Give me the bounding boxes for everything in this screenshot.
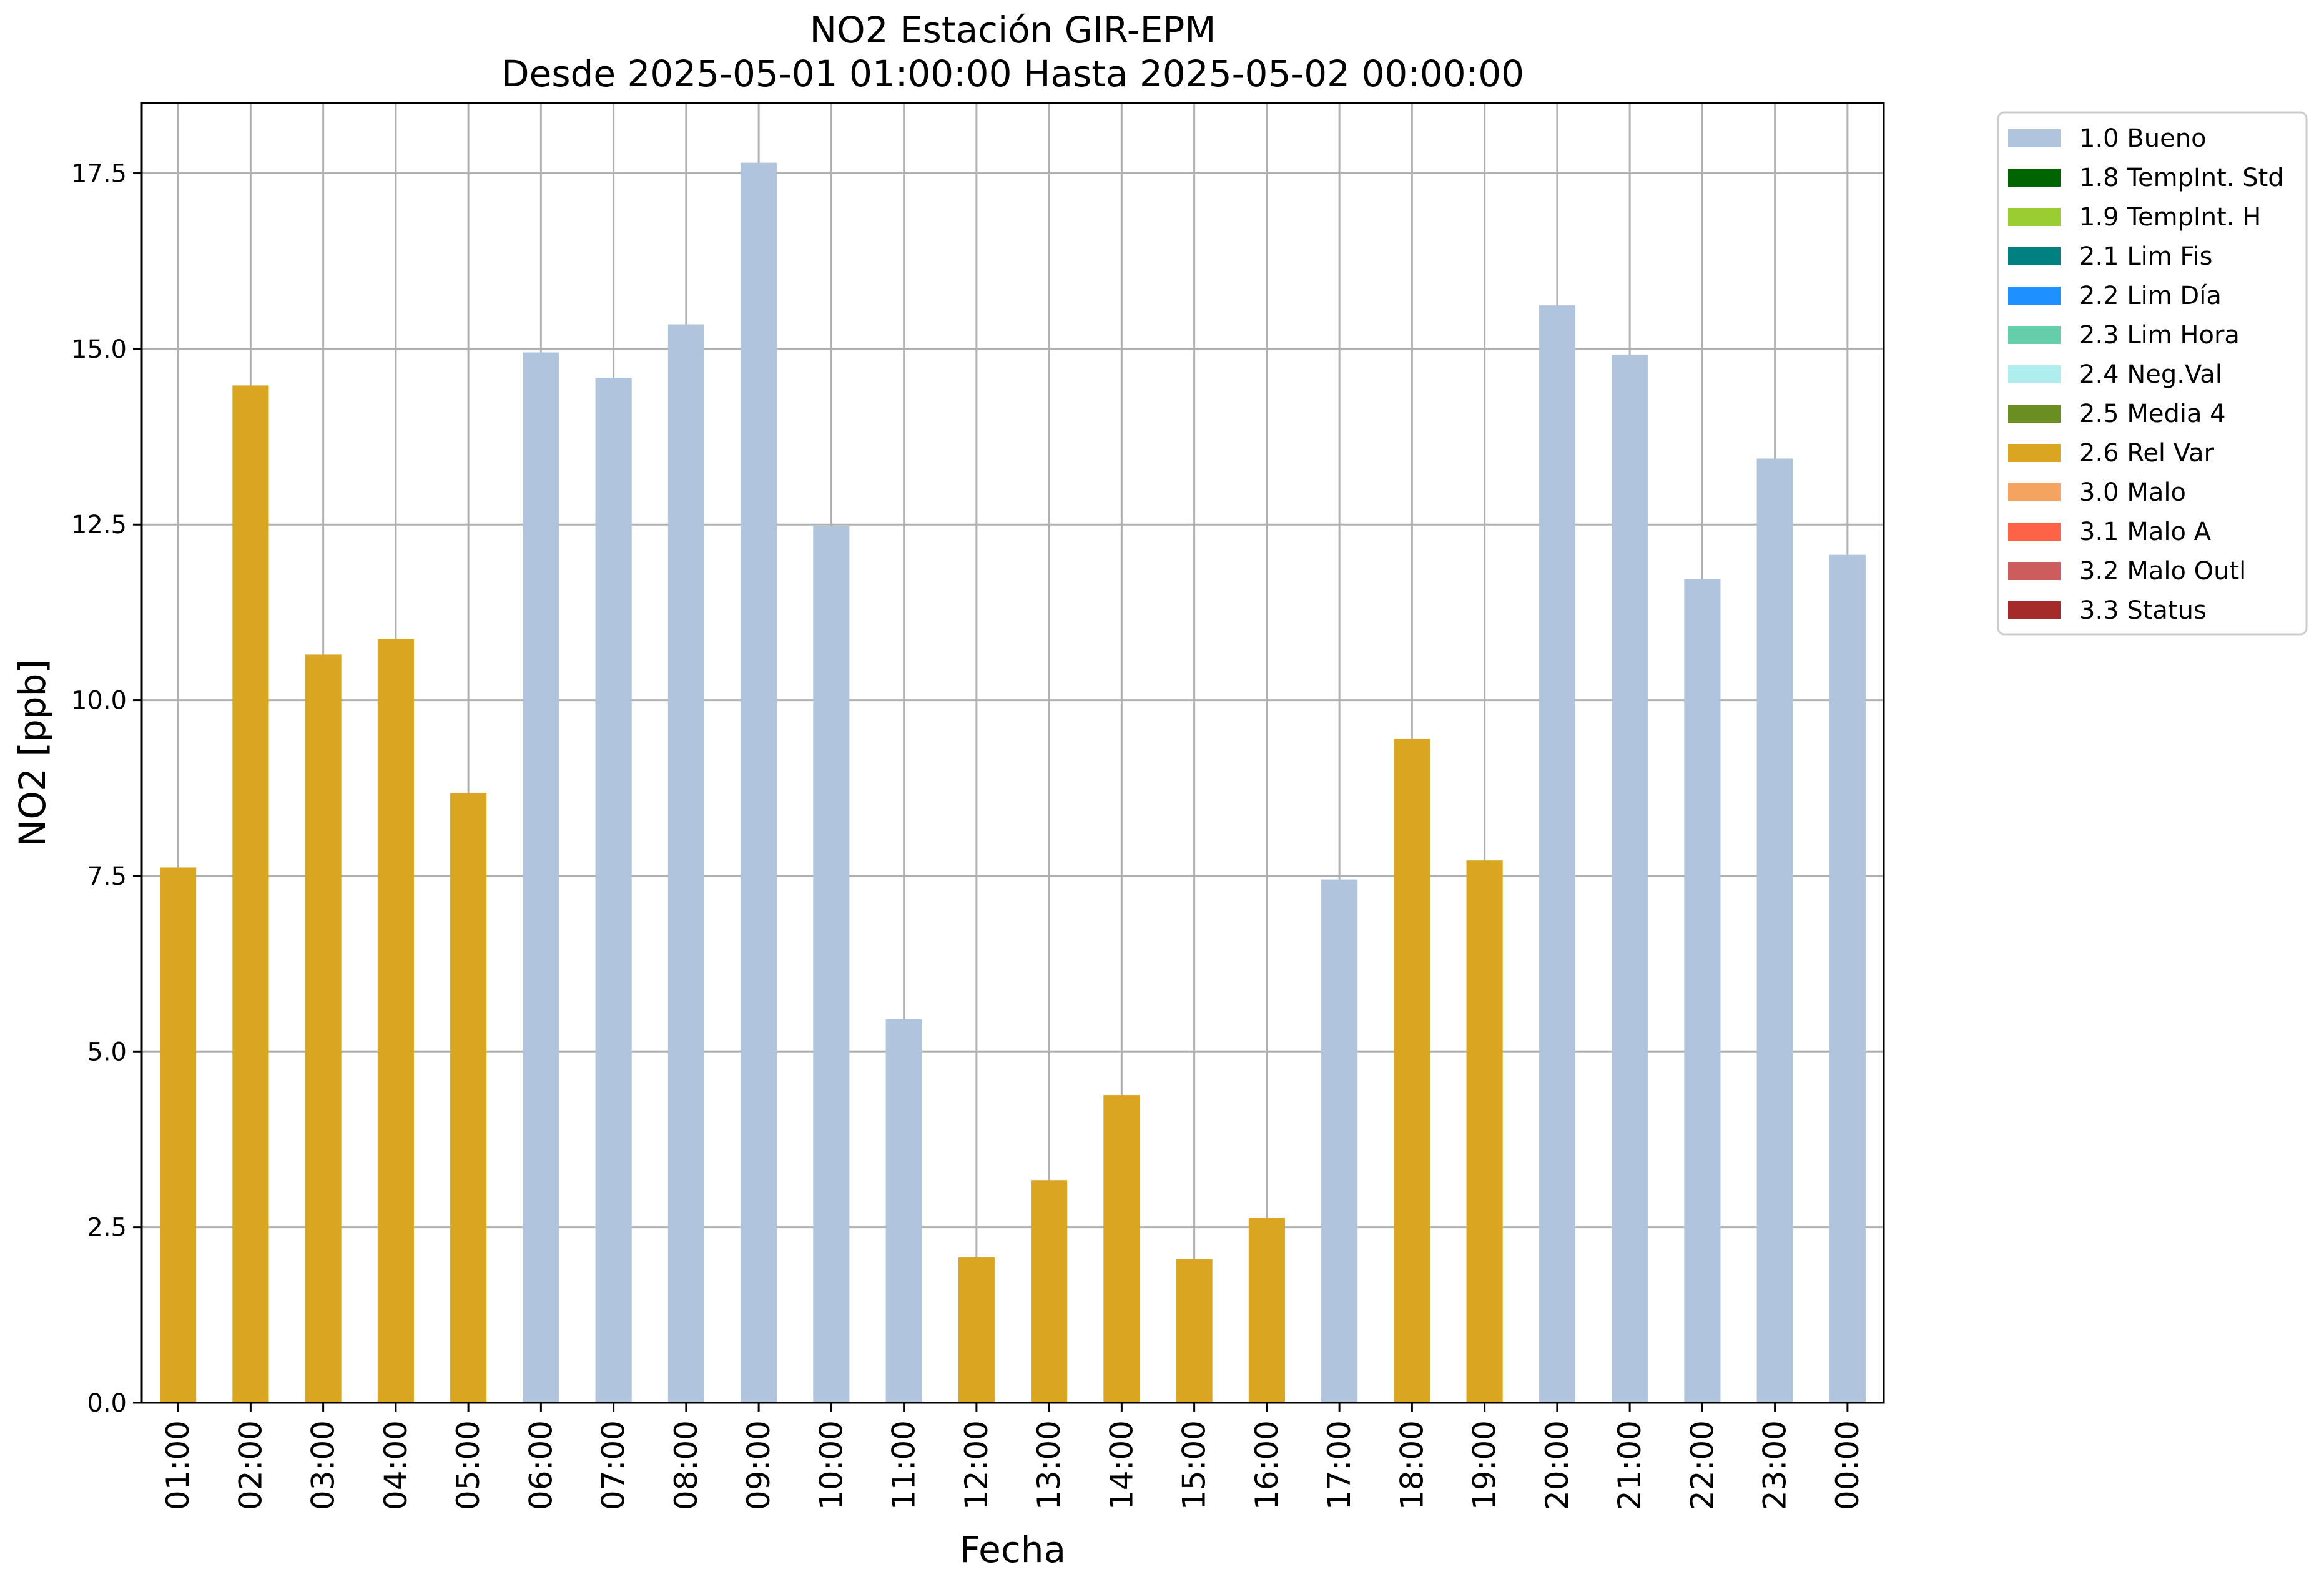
- legend-swatch: [2008, 483, 2061, 501]
- bar: [1539, 305, 1575, 1403]
- x-tick-label: 21:00: [1612, 1420, 1648, 1510]
- x-tick-label: 20:00: [1539, 1420, 1575, 1510]
- legend-swatch: [2008, 562, 2061, 580]
- y-tick-label: 7.5: [87, 862, 127, 891]
- x-tick-label: 13:00: [1031, 1420, 1067, 1510]
- bar: [667, 324, 704, 1403]
- bar: [1394, 739, 1430, 1403]
- chart-title: NO2 Estación GIR-EPM: [810, 9, 1216, 51]
- bars: [160, 162, 1866, 1403]
- bar: [1248, 1218, 1285, 1403]
- legend-label: 1.0 Bueno: [2079, 124, 2207, 153]
- y-tick-label: 15.0: [71, 335, 127, 364]
- legend-label: 2.6 Rel Var: [2079, 439, 2215, 468]
- legend-frame: [1997, 111, 2308, 636]
- y-tick-label: 10.0: [71, 687, 127, 715]
- x-tick-label: 01:00: [160, 1420, 196, 1510]
- bar: [741, 162, 777, 1403]
- legend-swatch: [2008, 129, 2061, 147]
- legend-swatch: [2008, 601, 2061, 619]
- x-tick-label: 22:00: [1684, 1420, 1720, 1510]
- x-tick-label: 00:00: [1829, 1420, 1866, 1510]
- bar: [1466, 860, 1503, 1403]
- bar: [1103, 1095, 1140, 1403]
- y-tick-label: 0.0: [87, 1389, 127, 1418]
- x-tick-label: 17:00: [1321, 1420, 1357, 1510]
- x-tick-label: 15:00: [1176, 1420, 1213, 1510]
- legend-label: 2.4 Neg.Val: [2079, 360, 2222, 389]
- x-tick-label: 04:00: [378, 1420, 414, 1510]
- x-tick-label: 10:00: [813, 1420, 849, 1510]
- bar: [377, 639, 414, 1403]
- legend-swatch: [2008, 444, 2061, 462]
- legend-label: 2.1 Lim Fis: [2079, 242, 2212, 271]
- x-tick-label: 16:00: [1249, 1420, 1285, 1510]
- bar: [232, 385, 269, 1403]
- legend-swatch: [2008, 405, 2061, 423]
- y-axis-label: NO2 [ppb]: [11, 659, 54, 847]
- legend-label: 1.9 TempInt. H: [2079, 203, 2261, 232]
- bar: [813, 526, 850, 1403]
- x-tick-label: 06:00: [523, 1420, 559, 1510]
- y-tick-label: 17.5: [71, 160, 127, 189]
- bar: [595, 378, 632, 1403]
- legend-label: 2.3 Lim Hora: [2079, 321, 2240, 350]
- x-tick-label: 02:00: [232, 1420, 268, 1510]
- y-tick-label: 2.5: [87, 1214, 127, 1242]
- x-tick-label: 05:00: [450, 1420, 486, 1510]
- bar: [1176, 1259, 1213, 1403]
- bar: [1031, 1180, 1068, 1403]
- x-tick-label: 07:00: [596, 1420, 632, 1510]
- bar: [450, 793, 487, 1403]
- bar: [958, 1257, 995, 1403]
- x-tick-label: 14:00: [1103, 1420, 1140, 1510]
- x-tick-label: 08:00: [668, 1420, 704, 1510]
- legend-label: 1.8 TempInt. Std: [2079, 164, 2284, 192]
- x-tick-label: 12:00: [958, 1420, 995, 1510]
- legend-swatch: [2008, 169, 2061, 187]
- legend-label: 3.2 Malo Outl: [2079, 557, 2246, 586]
- y-axis-ticks: 0.0 2.5 5.0 7.5 10.0 12.5 15.0 17.5: [71, 160, 142, 1418]
- legend-swatch: [2008, 365, 2061, 383]
- x-axis-ticks: 01:00 02:00 03:00 04:00 05:00 06:00 07:00 08:00…: [160, 1403, 1866, 1510]
- chart-subtitle: Desde 2025-05-01 01:00:00 Hasta 2025-05-…: [501, 52, 1524, 95]
- x-tick-label: 11:00: [886, 1420, 922, 1510]
- legend-swatch: [2008, 247, 2061, 265]
- bar: [1756, 458, 1793, 1403]
- legend-swatch: [2008, 208, 2061, 226]
- legend-swatch: [2008, 523, 2061, 541]
- plot-frame: [140, 102, 1885, 1404]
- x-tick-label: 19:00: [1467, 1420, 1503, 1510]
- y-tick-label: 12.5: [71, 511, 127, 539]
- legend-label: 3.1 Malo A: [2079, 518, 2212, 546]
- legend-label: 2.5 Media 4: [2079, 400, 2226, 428]
- legend-label: 2.2 Lim Día: [2079, 282, 2222, 310]
- x-axis-label: Fecha: [960, 1528, 1066, 1571]
- legend-swatch: [2008, 326, 2061, 344]
- x-tick-label: 09:00: [741, 1420, 777, 1510]
- legend: 1.0 Bueno 1.8 TempInt. Std 1.9 TempInt. H 2…: [1997, 111, 2308, 636]
- bar: [523, 352, 559, 1403]
- x-tick-label: 03:00: [305, 1420, 342, 1510]
- bar: [305, 654, 342, 1403]
- bar: [160, 867, 197, 1403]
- legend-label: 3.0 Malo: [2079, 478, 2186, 507]
- bar: [1612, 354, 1648, 1403]
- x-tick-label: 18:00: [1394, 1420, 1430, 1510]
- y-tick-label: 5.0: [87, 1038, 127, 1066]
- legend-label: 3.3 Status: [2079, 596, 2207, 625]
- x-tick-label: 23:00: [1757, 1420, 1793, 1510]
- bar: [885, 1019, 922, 1403]
- bar: [1684, 579, 1721, 1403]
- legend-swatch: [2008, 287, 2061, 305]
- bar: [1321, 879, 1358, 1403]
- bar: [1829, 554, 1866, 1403]
